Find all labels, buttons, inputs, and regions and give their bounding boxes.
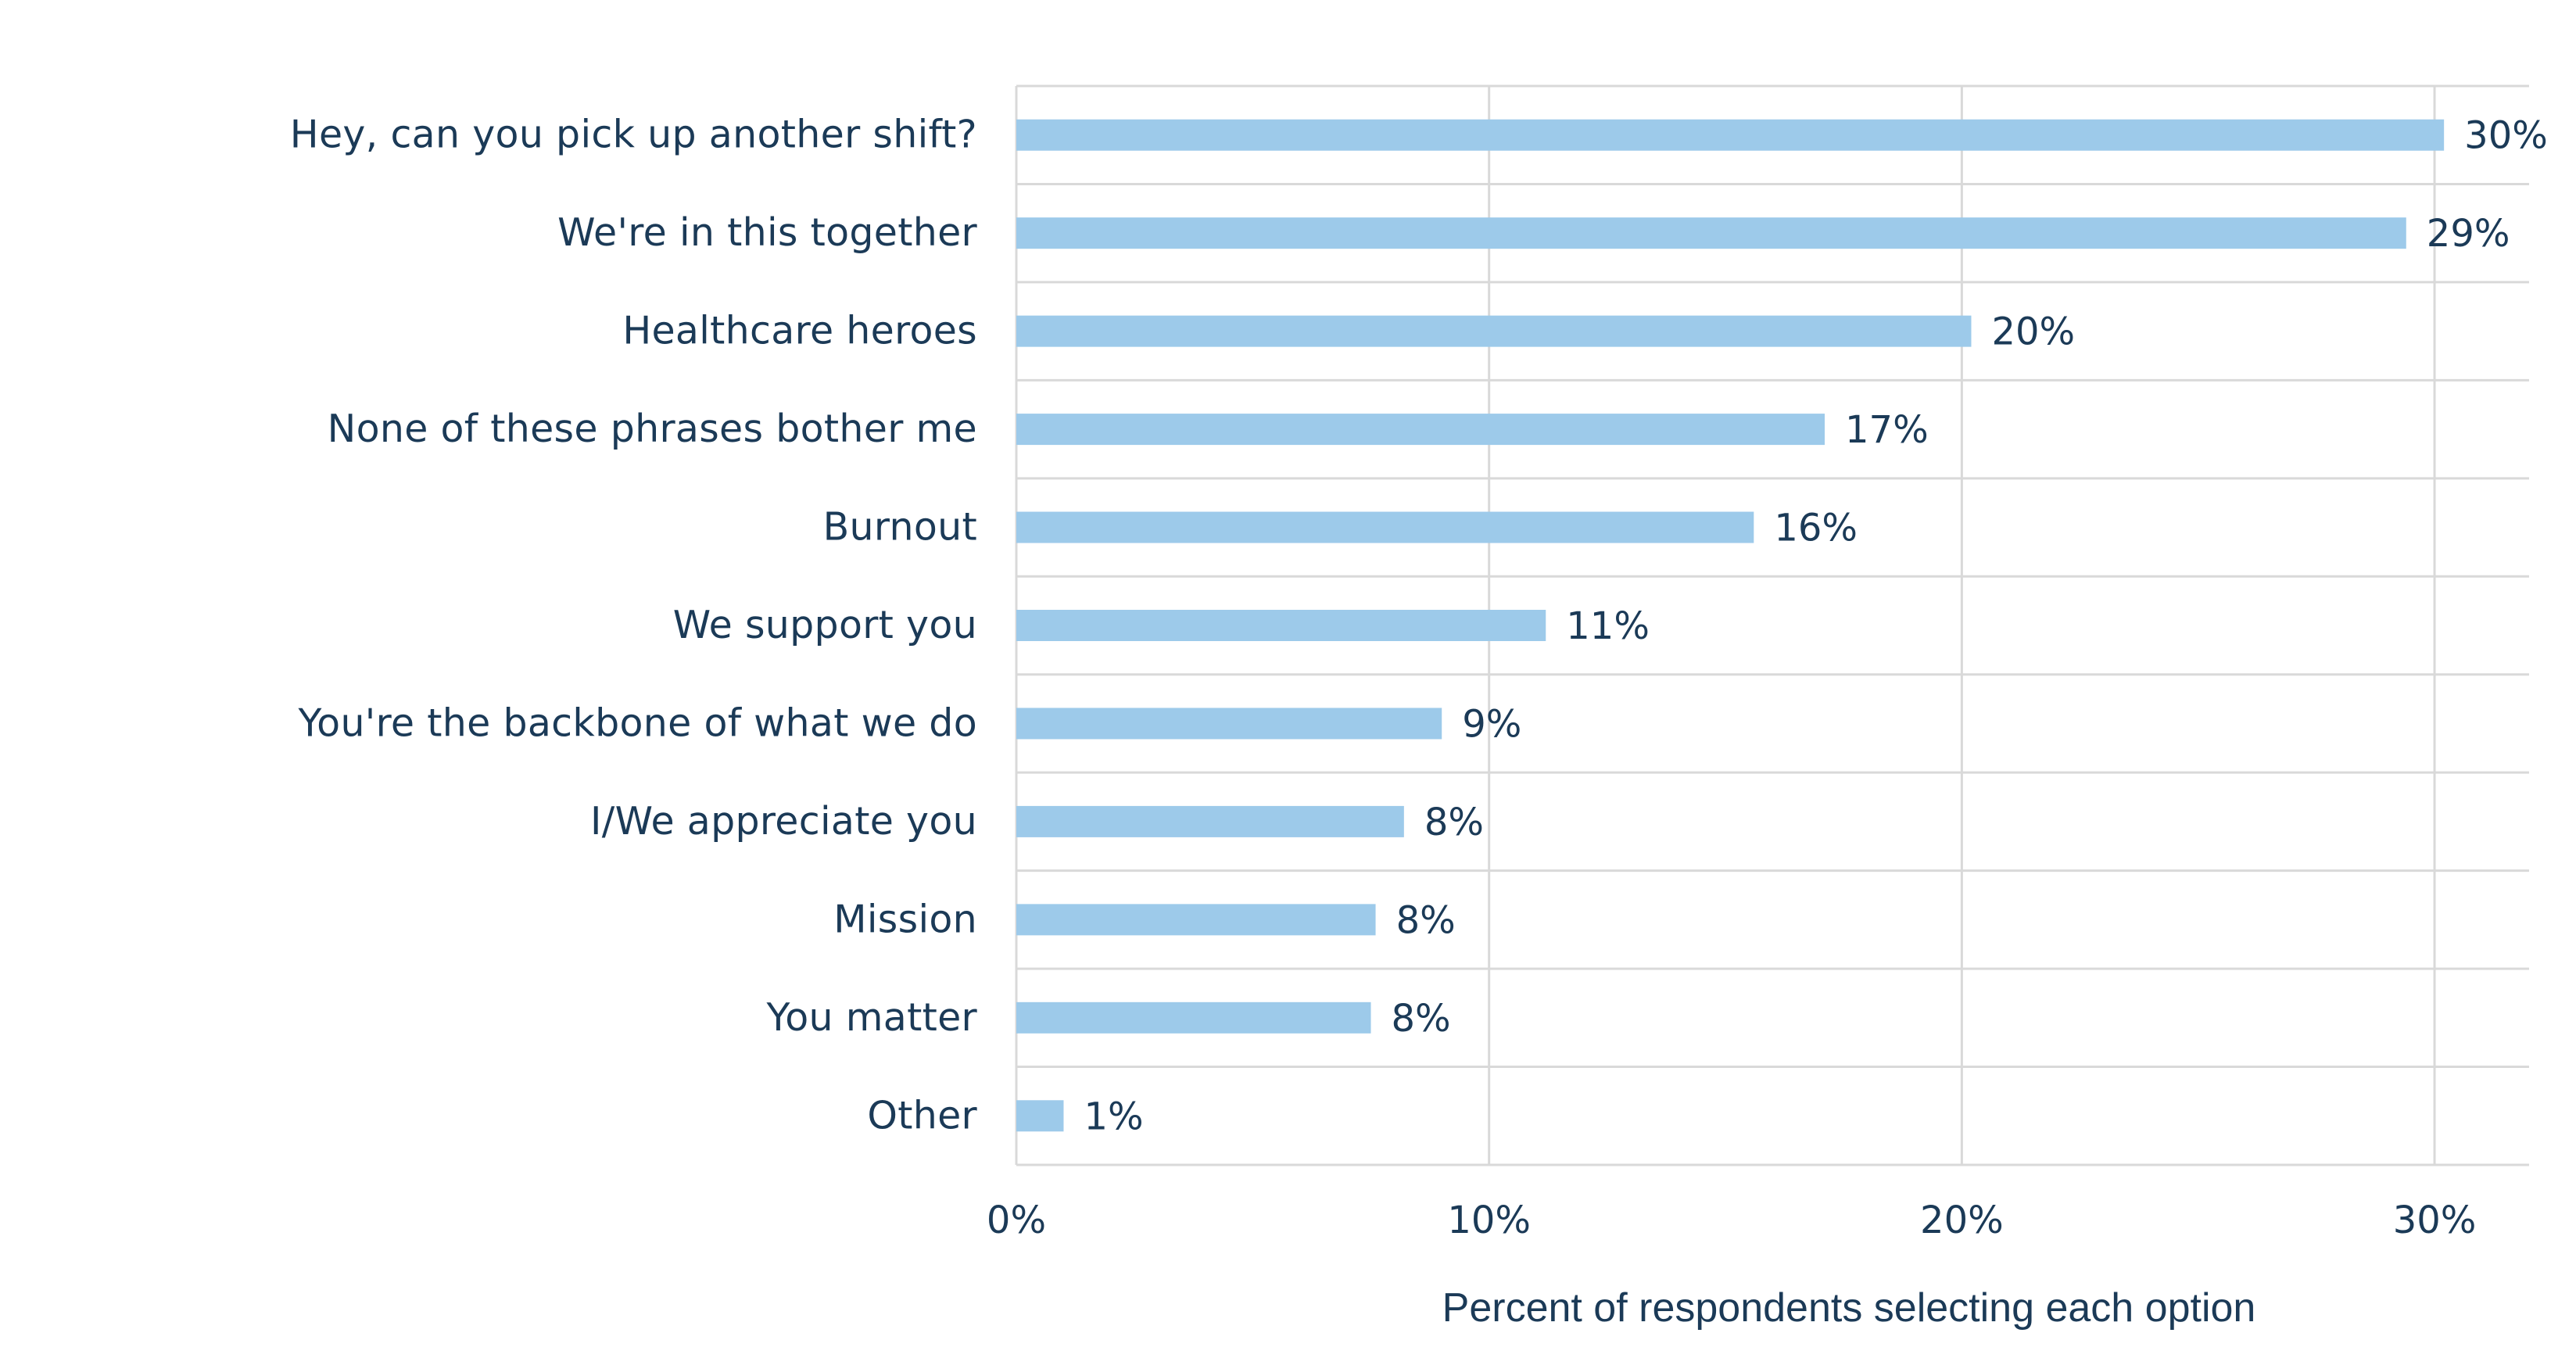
value-label: 30% [2464,114,2548,158]
bar [1016,511,1754,543]
category-label: You matter [765,995,977,1040]
category-label: Healthcare heroes [622,309,977,353]
category-label: Burnout [823,505,977,550]
value-label: 17% [1845,408,1929,452]
bar [1016,119,2445,151]
x-tick-label: 20% [1920,1199,2004,1242]
value-label: 11% [1566,604,1650,648]
category-label: Other [867,1093,977,1138]
x-axis-ticks: 0% 10% 20% 30% [987,1199,2476,1242]
value-label: 8% [1396,898,1456,942]
bar [1016,1100,1064,1132]
value-label: 8% [1424,801,1484,844]
bars-layer [1016,119,2445,1132]
category-label: None of these phrases bother me [328,407,977,451]
category-label: Hey, can you pick up another shift? [290,113,977,157]
bar [1016,708,1442,740]
value-label: 8% [1392,997,1451,1041]
bar [1016,217,2406,249]
x-tick-label: 30% [2393,1199,2477,1242]
bar [1016,315,1972,347]
category-label: We're in this together [557,210,977,255]
labels-layer: Hey, can you pick up another shift? 30% We… [290,113,2548,1139]
value-label: 16% [1774,507,1858,550]
bar [1016,1001,1371,1034]
bar [1016,414,1825,446]
category-label: You're the backbone of what we do [297,700,977,745]
value-label: 9% [1462,702,1521,746]
x-axis-title: Percent of respondents selecting each op… [1442,1285,2256,1331]
category-label: We support you [673,603,977,647]
x-tick-label: 0% [987,1199,1046,1242]
value-label: 1% [1084,1095,1143,1138]
value-label: 29% [2427,212,2510,256]
x-tick-label: 10% [1447,1199,1531,1242]
bar [1016,610,1546,641]
bar [1016,904,1376,936]
value-label: 20% [1991,310,2075,354]
bar [1016,805,1404,837]
category-label: Mission [833,897,977,941]
category-label: I/We appreciate you [590,799,977,844]
